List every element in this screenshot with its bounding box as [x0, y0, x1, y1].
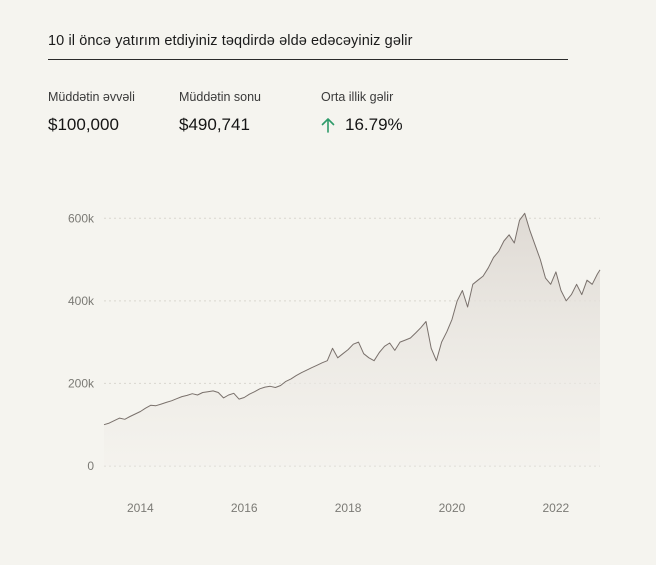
x-tick-label: 2016: [231, 501, 258, 515]
stat-end-label: Müddətin sonu: [179, 90, 262, 104]
page-title: 10 il öncə yatırım etdiyiniz təqdirdə əl…: [48, 33, 413, 49]
stat-avg-value-row: 16.79%: [321, 115, 403, 135]
stat-end-value: $490,741: [179, 115, 250, 134]
stat-period-start: Müddətin əvvəli $100,000: [48, 90, 135, 135]
title-divider: [48, 59, 568, 60]
x-tick-label: 2022: [543, 501, 570, 515]
series-line: [103, 212, 601, 426]
y-tick-label: 400k: [68, 294, 95, 308]
stat-start-value: $100,000: [48, 115, 119, 134]
x-tick-label: 2020: [439, 501, 466, 515]
stat-average-return: Orta illik gəlir 16.79%: [321, 90, 403, 135]
arrow-up-icon: [321, 118, 335, 133]
series-area: [104, 213, 600, 466]
stat-period-end: Müddətin sonu $490,741: [179, 90, 261, 135]
y-tick-label: 200k: [68, 376, 95, 390]
x-tick-label: 2018: [335, 501, 362, 515]
stat-avg-value: 16.79%: [345, 115, 403, 134]
x-tick-label: 2014: [127, 501, 154, 515]
y-tick-label: 600k: [68, 211, 95, 225]
stat-start-label: Müddətin əvvəli: [48, 90, 135, 104]
stat-avg-label: Orta illik gəlir: [321, 90, 394, 104]
y-tick-label: 0: [87, 459, 94, 473]
